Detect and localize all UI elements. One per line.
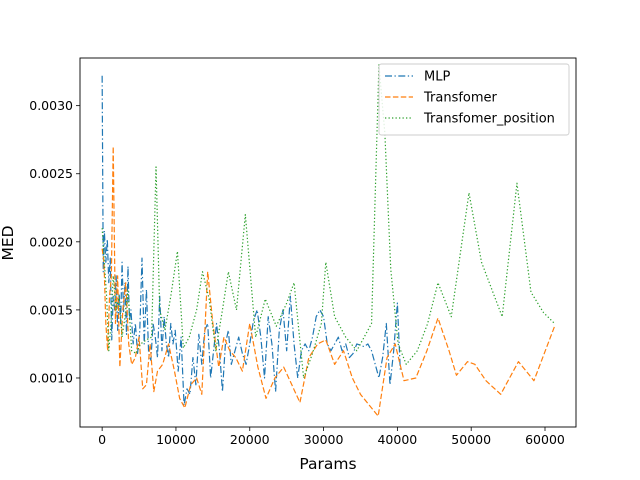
x-tick-label: 0: [98, 432, 106, 447]
series-line-1: [101, 145, 556, 417]
x-tick-label: 30000: [304, 432, 344, 447]
x-axis: 0 10000 20000 30000 40000 50000 60000: [98, 427, 565, 447]
x-tick-label: 10000: [156, 432, 196, 447]
series-line-0: [101, 75, 401, 406]
x-axis-label: Params: [299, 455, 356, 473]
y-axis-label: MED: [0, 225, 17, 260]
y-axis: 0.0010 0.0015 0.0020 0.0025 0.0030: [29, 98, 80, 385]
legend-box: [378, 63, 570, 136]
x-tick-label: 50000: [451, 432, 491, 447]
x-tick-label: 40000: [377, 432, 417, 447]
x-tick-label: 60000: [525, 432, 565, 447]
series-line-2: [101, 64, 556, 379]
y-tick-label: 0.0015: [29, 302, 73, 317]
plot-area-frame: [79, 57, 577, 428]
legend-label-2: Transfomer_position: [423, 112, 555, 127]
x-tick-label: 20000: [230, 432, 270, 447]
y-tick-label: 0.0025: [29, 166, 73, 181]
y-tick-label: 0.0030: [29, 98, 73, 113]
y-tick-label: 0.0020: [29, 234, 73, 249]
legend-label-0: MLP: [424, 70, 450, 85]
y-tick-label: 0.0010: [29, 370, 73, 385]
legend: MLP Transfomer Transfomer_position: [378, 63, 570, 136]
legend-label-1: Transfomer: [423, 91, 498, 106]
series-layer: [101, 64, 556, 417]
